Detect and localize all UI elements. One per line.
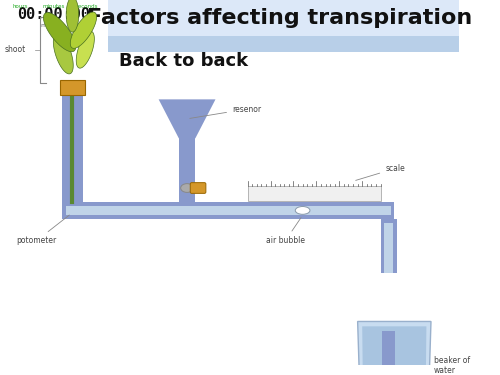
FancyBboxPatch shape xyxy=(62,202,394,219)
Text: Factors affecting transpiration: Factors affecting transpiration xyxy=(87,8,472,27)
Text: air bubble: air bubble xyxy=(266,217,305,245)
FancyBboxPatch shape xyxy=(382,331,395,375)
FancyBboxPatch shape xyxy=(384,223,394,273)
Text: minutes: minutes xyxy=(40,23,66,28)
FancyBboxPatch shape xyxy=(60,80,86,96)
FancyBboxPatch shape xyxy=(62,93,82,202)
Text: 00:00:00: 00:00:00 xyxy=(16,7,90,22)
Polygon shape xyxy=(44,13,76,52)
Text: resenor: resenor xyxy=(190,105,261,118)
FancyBboxPatch shape xyxy=(66,206,390,215)
Polygon shape xyxy=(66,0,78,32)
Text: minutes: minutes xyxy=(42,4,64,9)
Polygon shape xyxy=(362,326,426,375)
Text: beaker of
water: beaker of water xyxy=(434,356,470,375)
Polygon shape xyxy=(54,33,73,74)
Text: potometer: potometer xyxy=(16,215,70,245)
FancyBboxPatch shape xyxy=(0,0,108,36)
Polygon shape xyxy=(70,12,97,48)
Text: hours: hours xyxy=(13,4,28,9)
Polygon shape xyxy=(76,31,94,68)
Text: shoot: shoot xyxy=(4,45,26,54)
Polygon shape xyxy=(158,99,216,138)
FancyBboxPatch shape xyxy=(248,186,380,201)
Text: scale: scale xyxy=(356,164,405,180)
Ellipse shape xyxy=(296,207,310,214)
FancyBboxPatch shape xyxy=(380,219,397,273)
Polygon shape xyxy=(358,321,431,375)
FancyBboxPatch shape xyxy=(190,183,206,194)
FancyBboxPatch shape xyxy=(108,0,459,36)
Text: Back to back: Back to back xyxy=(119,53,248,70)
Ellipse shape xyxy=(180,184,194,192)
FancyBboxPatch shape xyxy=(108,36,459,52)
FancyBboxPatch shape xyxy=(179,138,196,202)
Text: seconds: seconds xyxy=(76,4,98,9)
